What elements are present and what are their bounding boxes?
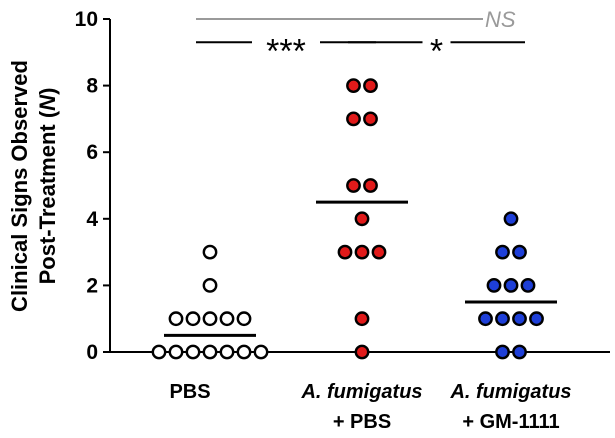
y-tick-label-4: 8 [86, 75, 98, 98]
data-point-group0-8 [185, 311, 201, 327]
y-tick-label-3: 6 [86, 141, 98, 164]
data-point-group1-11 [363, 78, 378, 94]
data-point-group1-8 [346, 111, 361, 127]
data-point-group1-7 [363, 178, 378, 193]
y-axis-label-line-1: Clinical Signs Observed [7, 60, 32, 312]
data-point-group0-7 [168, 311, 184, 327]
data-points [151, 78, 544, 360]
category-label-1-line-1: A. fumigatus [300, 381, 422, 403]
category-label-2-line-2: + GM-1111 [462, 411, 559, 433]
data-point-group2-3 [495, 311, 510, 327]
data-point-group2-7 [503, 277, 519, 293]
data-point-group0-5 [236, 344, 252, 360]
category-label-1-line-2: + PBS [333, 411, 391, 433]
data-point-group1-0 [354, 344, 370, 360]
y-tick-label-5: 10 [75, 8, 98, 31]
data-point-group0-13 [202, 244, 218, 260]
significance-brackets: NS*** * [196, 7, 525, 70]
y-axis-label-prefix: Post-Treatment ( [35, 110, 60, 284]
y-axis-label: Clinical Signs Observed Post-Treatment (… [7, 60, 60, 312]
data-point-group2-1 [512, 344, 527, 360]
y-tick-label-2: 4 [86, 208, 98, 231]
data-point-group2-8 [520, 277, 536, 293]
data-point-group0-4 [219, 344, 235, 360]
y-axis-label-suffix: ) [35, 88, 60, 95]
data-point-group2-10 [512, 244, 527, 260]
y-axis-label-variable: N [35, 94, 60, 111]
y-tick-label-1: 2 [86, 274, 98, 297]
comparison-label-0: NS [485, 7, 516, 32]
data-point-group2-2 [478, 311, 493, 327]
y-axis-label-line-2: Post-Treatment (N) [35, 88, 60, 285]
data-point-group2-5 [529, 311, 544, 327]
data-point-group1-9 [363, 111, 378, 127]
data-point-group0-10 [219, 311, 235, 327]
data-point-group1-4 [371, 244, 387, 260]
y-tick-label-0: 0 [86, 341, 98, 364]
data-point-group2-6 [486, 277, 502, 293]
data-point-group0-1 [168, 344, 184, 360]
comparison-label-2: * [430, 32, 443, 70]
data-point-group1-3 [354, 244, 370, 260]
category-label-2-line-1: A. fumigatus [449, 381, 571, 403]
data-point-group2-0 [495, 344, 510, 360]
data-point-group0-0 [151, 344, 167, 360]
data-point-group2-4 [512, 311, 527, 327]
data-point-group0-2 [185, 344, 201, 360]
data-point-group2-9 [495, 244, 510, 260]
data-point-group1-2 [337, 244, 353, 260]
comparison-label-1: *** [266, 32, 306, 70]
data-point-group1-10 [346, 78, 361, 94]
data-point-group1-5 [354, 211, 370, 227]
data-point-group0-9 [202, 311, 218, 327]
mean-lines [164, 200, 557, 337]
data-point-group0-6 [253, 344, 269, 360]
data-point-group1-1 [354, 311, 370, 327]
data-point-group0-3 [202, 344, 218, 360]
category-label-0-line-1: PBS [169, 381, 210, 403]
data-point-group0-12 [202, 277, 218, 293]
data-point-group1-6 [346, 178, 361, 193]
data-point-group0-11 [236, 311, 252, 327]
data-point-group2-11 [503, 211, 519, 227]
y-axis-ticks: 0 2 4 6 8 10 [75, 8, 110, 364]
x-axis-category-labels: PBS A. fumigatus + PBS A. fumigatus + GM-111… [169, 381, 571, 433]
